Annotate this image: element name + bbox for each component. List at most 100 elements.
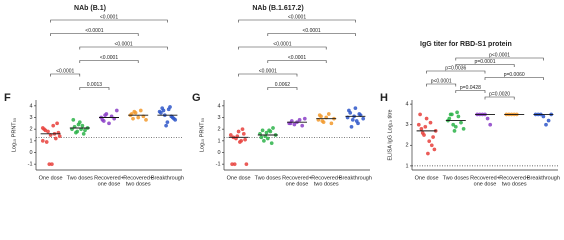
y-tick-label: -1 xyxy=(216,162,221,168)
data-point xyxy=(450,112,454,117)
data-point xyxy=(228,133,233,137)
p-value-label: <0.0001 xyxy=(56,68,74,74)
x-tick-label: two doses xyxy=(126,181,151,187)
data-point xyxy=(541,114,546,119)
data-point xyxy=(107,121,111,126)
p-value-label: p=0.0428 xyxy=(460,85,481,91)
data-point xyxy=(132,109,137,114)
data-point xyxy=(100,117,105,122)
x-tick-label: Breakthrough xyxy=(339,175,372,181)
data-point xyxy=(138,108,143,113)
data-point xyxy=(165,120,170,125)
data-point xyxy=(57,134,62,139)
data-point xyxy=(44,140,49,144)
data-point xyxy=(241,131,246,136)
x-tick-label: Two doses xyxy=(443,175,470,181)
p-value-label: <0.0001 xyxy=(100,14,118,20)
data-point xyxy=(244,162,249,167)
y-tick-label: 3 xyxy=(29,115,32,121)
x-tick-label: Recovered+ xyxy=(282,175,312,181)
data-point xyxy=(349,124,354,129)
data-point xyxy=(419,126,424,131)
p-value-label: p<0.0001 xyxy=(489,52,510,58)
p-value-label: 0.0062 xyxy=(275,82,291,88)
p-value-label: p<0.0001 xyxy=(431,78,452,84)
data-point xyxy=(461,126,466,131)
comparison-bracket xyxy=(484,96,515,100)
y-axis-label: Log₁₀ PRNT₅₀ xyxy=(199,118,205,152)
data-point xyxy=(350,117,355,122)
data-point xyxy=(431,135,435,139)
panel-letter: H xyxy=(380,92,388,104)
p-value-label: 0.0013 xyxy=(87,82,103,88)
x-tick-label: Recovered+ xyxy=(499,175,529,181)
data-point xyxy=(267,128,271,133)
data-point xyxy=(166,107,171,112)
comparison-bracket xyxy=(455,90,486,93)
data-point xyxy=(320,119,325,123)
data-point xyxy=(418,112,422,117)
data-point xyxy=(451,122,456,127)
comparison-bracket xyxy=(238,19,356,23)
y-tick-label: 0 xyxy=(29,150,32,156)
x-tick-label: two doses xyxy=(314,181,339,187)
y-tick-label: 3 xyxy=(405,122,408,128)
data-point xyxy=(161,108,166,113)
comparison-bracket xyxy=(79,60,139,63)
p-value-label: <0.0001 xyxy=(302,28,320,34)
data-point xyxy=(269,141,274,146)
x-tick-label: Two doses xyxy=(255,175,282,181)
comparison-bracket xyxy=(50,33,139,36)
data-point xyxy=(55,121,59,126)
data-point xyxy=(426,151,430,156)
data-point xyxy=(544,122,548,127)
data-point xyxy=(74,130,78,135)
data-point xyxy=(427,139,432,144)
x-tick-label: Recovered+ xyxy=(123,175,153,181)
y-axis-label: Log₁₀ PRNT₅₀ xyxy=(11,118,17,152)
data-point xyxy=(114,108,119,113)
x-tick-label: Recovered+ xyxy=(94,175,124,181)
x-tick-label: Recovered+ xyxy=(470,175,500,181)
comparison-bracket xyxy=(79,46,168,50)
data-point xyxy=(357,112,362,116)
data-point xyxy=(297,117,302,122)
data-point xyxy=(429,143,434,148)
p-value-label: <0.0001 xyxy=(114,41,132,47)
data-point xyxy=(164,123,168,128)
x-tick-label: one dose xyxy=(474,181,497,187)
data-point xyxy=(424,116,429,121)
data-point xyxy=(455,110,459,115)
comparison-bracket xyxy=(79,87,110,90)
x-tick-label: one dose xyxy=(98,181,121,187)
comparison-bracket xyxy=(267,60,327,63)
data-point xyxy=(420,131,425,135)
data-point xyxy=(76,122,81,127)
data-point xyxy=(53,136,58,141)
data-point xyxy=(259,135,264,140)
y-tick-label: 1 xyxy=(405,163,408,169)
data-point xyxy=(46,129,50,134)
p-value-label: p=0.0036 xyxy=(445,65,466,71)
y-tick-label: 1 xyxy=(29,138,32,144)
comparison-bracket xyxy=(484,77,544,80)
data-point xyxy=(292,122,297,127)
data-point xyxy=(546,118,551,123)
x-tick-label: Two doses xyxy=(67,175,94,181)
chart-title: NAb (B.1) xyxy=(74,5,106,12)
p-value-label: <0.0001 xyxy=(100,55,118,61)
data-point xyxy=(459,120,463,125)
data-point xyxy=(265,136,270,141)
data-point xyxy=(240,127,245,132)
chart-title: IgG titer for RBD-S1 protein xyxy=(420,41,512,48)
data-point xyxy=(326,112,331,116)
x-tick-label: two doses xyxy=(502,181,527,187)
comparison-bracket xyxy=(267,33,356,36)
comparison-bracket xyxy=(50,73,81,77)
panel-letter: G xyxy=(192,92,201,104)
comparison-bracket xyxy=(238,73,298,77)
data-point xyxy=(300,123,305,128)
data-point xyxy=(260,128,265,133)
data-point xyxy=(50,162,54,167)
data-point xyxy=(456,114,461,119)
